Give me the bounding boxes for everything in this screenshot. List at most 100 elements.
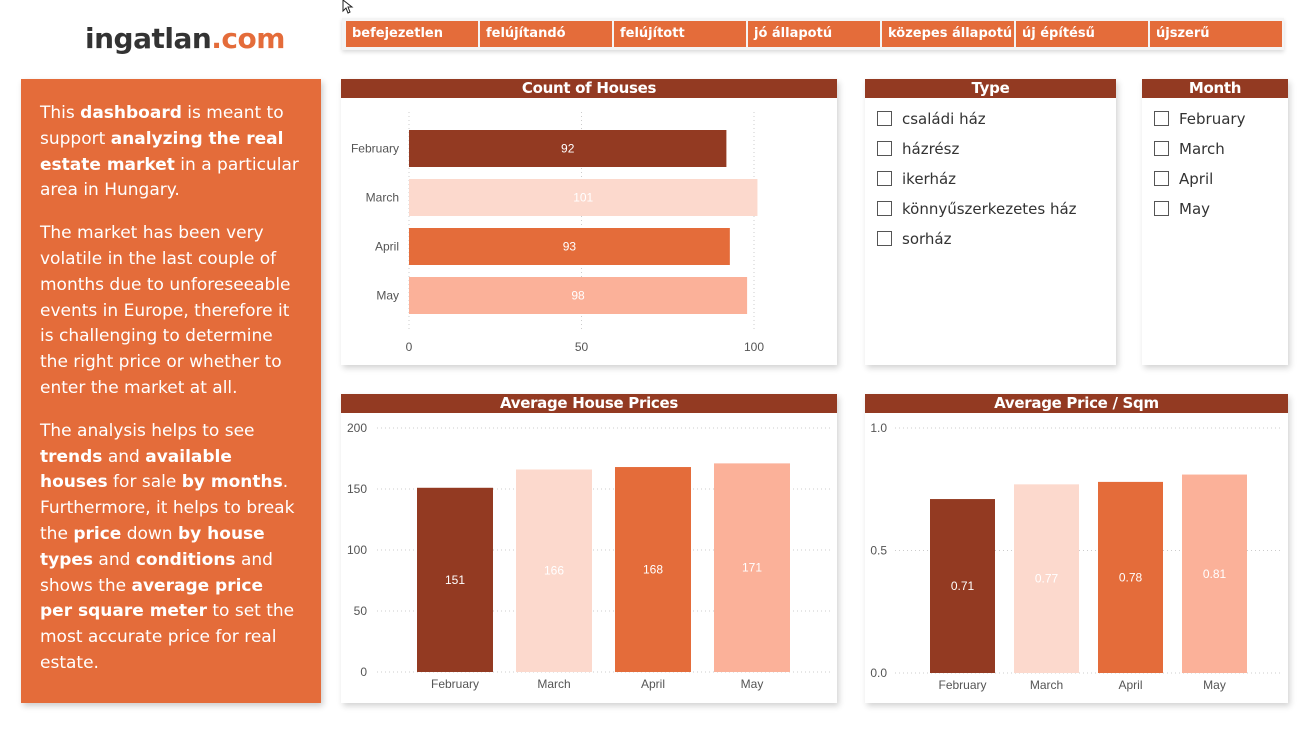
month-slicer-panel: Month February March April May bbox=[1142, 79, 1288, 365]
average-house-prices-chart: 0 50 100 150 200 151 February 166 March 168 April 1… bbox=[347, 421, 831, 691]
bar-april[interactable] bbox=[615, 467, 691, 672]
checkbox-icon[interactable] bbox=[877, 231, 892, 246]
average-price-sqm-panel: Average Price / Sqm 0.0 0.5 1.0 0.71 Februar… bbox=[865, 394, 1288, 703]
bar-february[interactable] bbox=[930, 499, 995, 673]
month-slicer-title: Month bbox=[1142, 79, 1288, 98]
y-tick-label: 0.5 bbox=[870, 544, 887, 558]
count-value-label: 98 bbox=[571, 289, 585, 303]
condition-button-2[interactable]: felújított bbox=[614, 21, 747, 47]
condition-button-4[interactable]: közepes állapotú bbox=[882, 21, 1015, 47]
y-tick-label: 0.0 bbox=[870, 666, 887, 680]
bar-may[interactable] bbox=[714, 463, 790, 672]
month-slicer-item[interactable]: March bbox=[1154, 139, 1225, 159]
count-bar-march[interactable] bbox=[409, 179, 758, 216]
category-label: April bbox=[1118, 678, 1142, 692]
value-label: 0.77 bbox=[1035, 572, 1059, 586]
count-bar-april[interactable] bbox=[409, 228, 730, 265]
checkbox-icon[interactable] bbox=[877, 141, 892, 156]
month-slicer-label: February bbox=[1179, 110, 1246, 128]
y-tick-label: 100 bbox=[347, 543, 367, 557]
logo: ingatlan.com bbox=[85, 22, 285, 55]
bar-march[interactable] bbox=[1014, 484, 1079, 673]
average-price-sqm-title: Average Price / Sqm bbox=[865, 394, 1288, 413]
count-tick-label: 50 bbox=[575, 340, 589, 354]
type-slicer-label: könnyűszerkezetes ház bbox=[902, 200, 1077, 218]
value-label: 171 bbox=[742, 561, 762, 575]
type-slicer-panel: Type családi ház házrész ikerház könnyűszer… bbox=[865, 79, 1116, 365]
count-tick-label: 0 bbox=[406, 340, 413, 354]
condition-button-5[interactable]: új építésű bbox=[1016, 21, 1149, 47]
bar-march[interactable] bbox=[516, 469, 592, 672]
category-label: May bbox=[1203, 678, 1226, 692]
bar-may[interactable] bbox=[1182, 474, 1247, 673]
y-tick-label: 0 bbox=[360, 665, 367, 679]
y-tick-label: 1.0 bbox=[870, 421, 887, 435]
count-category-label: March bbox=[366, 191, 399, 205]
type-slicer-title: Type bbox=[865, 79, 1116, 98]
type-slicer-item[interactable]: könnyűszerkezetes ház bbox=[877, 199, 1077, 219]
count-of-houses-chart: 0 50 100 February 92 March 101 April 93 May 98 bbox=[351, 112, 764, 354]
condition-button-3[interactable]: jó állapotú bbox=[748, 21, 881, 47]
average-house-prices-panel: Average House Prices 0 50 100 150 200 151 Febr… bbox=[341, 394, 837, 703]
description-paragraph-2: The market has been very volatile in the… bbox=[40, 223, 291, 398]
bar-february[interactable] bbox=[417, 487, 493, 672]
count-of-houses-title: Count of Houses bbox=[341, 79, 837, 98]
category-label: February bbox=[938, 678, 986, 692]
month-slicer-label: April bbox=[1179, 170, 1214, 188]
category-label: February bbox=[431, 677, 479, 691]
condition-button-1[interactable]: felújítandó bbox=[480, 21, 613, 47]
logo-tld: .com bbox=[211, 22, 285, 55]
checkbox-icon[interactable] bbox=[1154, 201, 1169, 216]
value-label: 168 bbox=[643, 563, 663, 577]
count-category-label: May bbox=[376, 289, 399, 303]
value-label: 166 bbox=[544, 564, 564, 578]
value-label: 0.78 bbox=[1119, 570, 1143, 584]
checkbox-icon[interactable] bbox=[1154, 141, 1169, 156]
count-category-label: April bbox=[375, 240, 399, 254]
month-slicer-item[interactable]: April bbox=[1154, 169, 1213, 189]
average-price-sqm-chart: 0.0 0.5 1.0 0.71 February 0.77 March 0.78 April 0… bbox=[870, 421, 1282, 692]
type-slicer-item[interactable]: ikerház bbox=[877, 169, 956, 189]
checkbox-icon[interactable] bbox=[877, 201, 892, 216]
count-bar-may[interactable] bbox=[409, 277, 748, 314]
count-tick-label: 100 bbox=[744, 340, 764, 354]
count-value-label: 93 bbox=[563, 240, 577, 254]
average-house-prices-title: Average House Prices bbox=[341, 394, 837, 413]
condition-button-0[interactable]: befejezetlen bbox=[346, 21, 479, 47]
count-value-label: 92 bbox=[561, 142, 575, 156]
type-slicer-label: ikerház bbox=[902, 170, 957, 188]
bar-april[interactable] bbox=[1098, 481, 1163, 673]
type-slicer-item[interactable]: családi ház bbox=[877, 109, 986, 129]
condition-slicer: befejezetlen felújítandó felújított jó álla… bbox=[342, 18, 1284, 50]
y-tick-label: 200 bbox=[347, 421, 367, 435]
category-label: May bbox=[741, 677, 764, 691]
type-slicer-label: családi ház bbox=[902, 110, 986, 128]
y-tick-label: 150 bbox=[347, 482, 367, 496]
description-panel: This dashboard is meant to support analy… bbox=[21, 79, 321, 703]
type-slicer-item[interactable]: sorház bbox=[877, 229, 951, 249]
checkbox-icon[interactable] bbox=[1154, 111, 1169, 126]
checkbox-icon[interactable] bbox=[877, 111, 892, 126]
description-paragraph-1: This dashboard is meant to support analy… bbox=[40, 103, 299, 201]
mouse-cursor-icon bbox=[342, 0, 354, 14]
count-category-label: February bbox=[351, 142, 399, 156]
value-label: 151 bbox=[445, 573, 465, 587]
type-slicer-label: házrész bbox=[902, 140, 960, 158]
count-bar-february[interactable] bbox=[409, 130, 727, 167]
count-of-houses-panel: Count of Houses 0 50 100 February 92 March 101… bbox=[341, 79, 837, 365]
y-tick-label: 50 bbox=[354, 604, 368, 618]
type-slicer-item[interactable]: házrész bbox=[877, 139, 959, 159]
checkbox-icon[interactable] bbox=[877, 171, 892, 186]
category-label: March bbox=[1030, 678, 1063, 692]
description-paragraph-3: The analysis helps to see trends and ava… bbox=[40, 420, 295, 673]
category-label: March bbox=[537, 677, 570, 691]
checkbox-icon[interactable] bbox=[1154, 171, 1169, 186]
condition-button-6[interactable]: újszerű bbox=[1150, 21, 1283, 47]
category-label: April bbox=[641, 677, 665, 691]
month-slicer-item[interactable]: May bbox=[1154, 199, 1210, 219]
value-label: 0.81 bbox=[1203, 567, 1227, 581]
value-label: 0.71 bbox=[951, 579, 975, 593]
logo-name: ingatlan bbox=[85, 22, 212, 55]
count-value-label: 101 bbox=[573, 191, 593, 205]
month-slicer-item[interactable]: February bbox=[1154, 109, 1245, 129]
